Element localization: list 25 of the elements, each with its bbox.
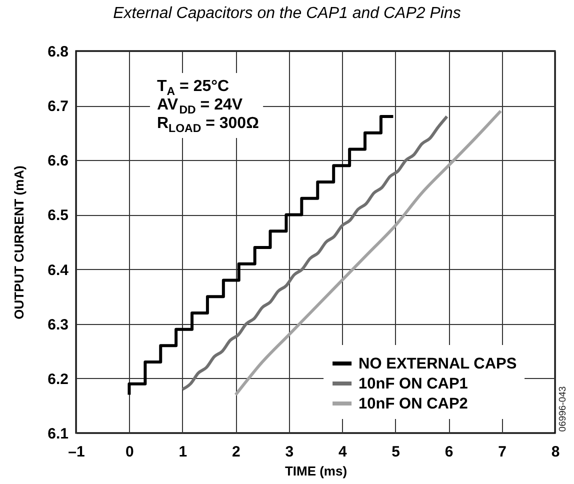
- y-tick-label: 6.2: [48, 370, 68, 388]
- y-tick-label: 6.8: [48, 44, 68, 60]
- y-tick-label: 6.6: [48, 152, 68, 170]
- x-tick-label: 7: [498, 444, 506, 460]
- x-tick-label: 6: [444, 444, 454, 460]
- y-tick-label: 6.4: [48, 262, 70, 279]
- y-tick-label: 6.7: [48, 98, 68, 116]
- x-tick-label: 5: [392, 444, 400, 460]
- x-tick-label: 4: [338, 444, 348, 460]
- x-tick-label: 2: [232, 444, 240, 460]
- legend-label: 10nF ON CAP1: [358, 376, 468, 392]
- y-tick-label: 6.1: [48, 426, 68, 442]
- y-axis-title: OUTPUT CURRENT (mA): [12, 166, 27, 320]
- x-tick-label: –1: [68, 444, 85, 460]
- y-tick-label: 6.5: [48, 207, 68, 224]
- x-tick-label: 0: [126, 444, 134, 460]
- y-tick-label: 6.3: [48, 316, 68, 334]
- x-tick-label: 8: [551, 444, 560, 460]
- legend-label: NO EXTERNAL CAPS: [358, 356, 517, 372]
- chart-title: External Capacitors on the CAP1 and CAP2 Pins: [113, 5, 461, 22]
- text: 06996-043: [558, 386, 568, 432]
- x-tick-label: 1: [178, 444, 188, 460]
- legend-label: 10nF ON CAP2: [358, 396, 468, 412]
- x-axis-title: TIME (ms): [284, 464, 348, 478]
- x-tick-label: 3: [285, 444, 294, 460]
